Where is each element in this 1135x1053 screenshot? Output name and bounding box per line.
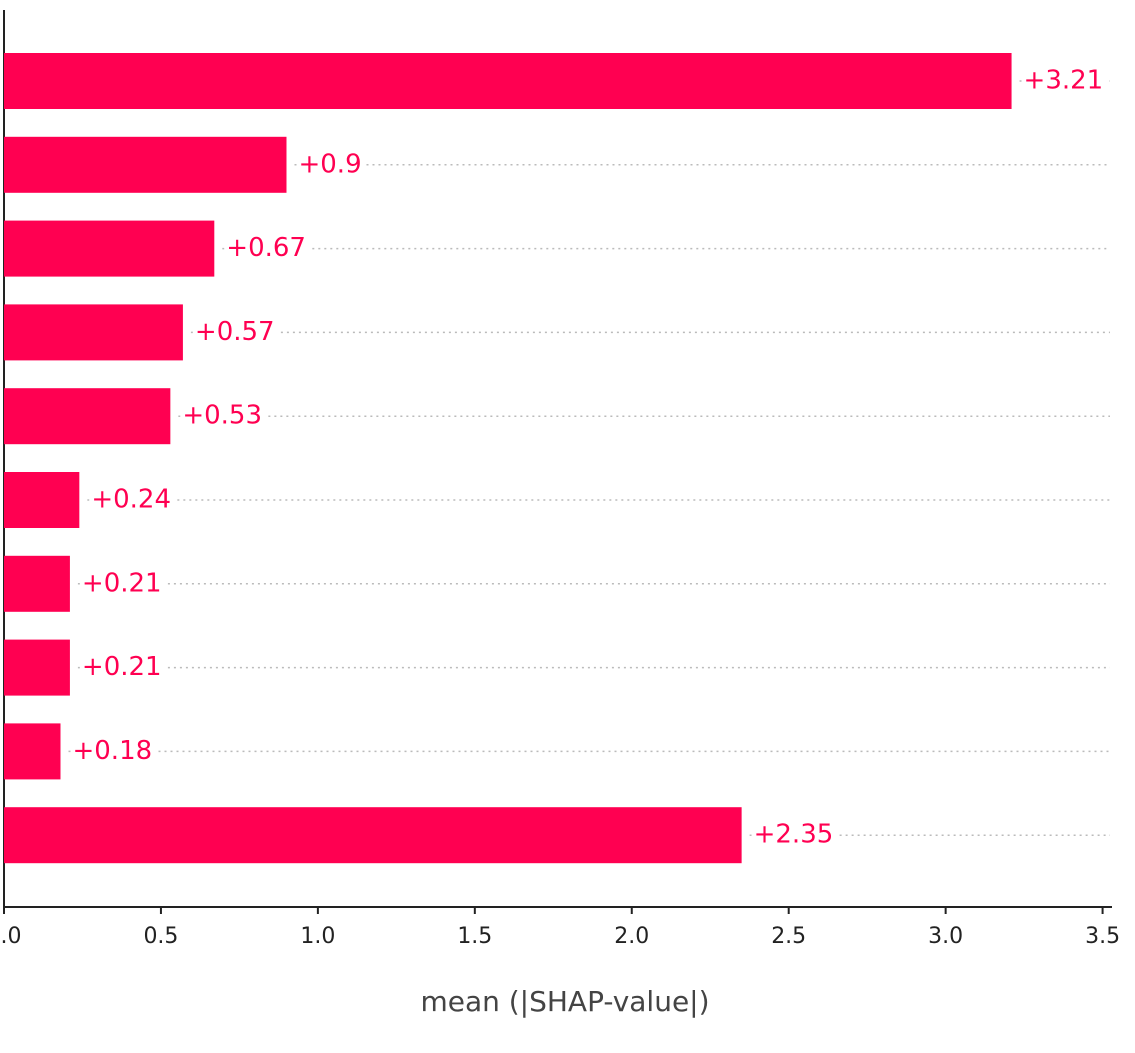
value-label: +3.21 bbox=[1024, 66, 1104, 96]
label-bg bbox=[751, 833, 838, 838]
bar bbox=[4, 555, 70, 612]
label-bg bbox=[180, 414, 267, 419]
bar bbox=[4, 807, 742, 864]
x-tick-label: 3.0 bbox=[928, 924, 963, 949]
value-label: +2.35 bbox=[754, 820, 834, 850]
label-bg bbox=[296, 162, 366, 167]
x-tick-label: 0.5 bbox=[143, 924, 178, 949]
value-label: +0.67 bbox=[226, 233, 306, 263]
label-bg bbox=[79, 581, 166, 586]
label-bg bbox=[70, 749, 157, 754]
x-tick-label: 2.0 bbox=[614, 924, 649, 949]
bar bbox=[4, 53, 1012, 109]
x-tick-label: 3.5 bbox=[1085, 924, 1120, 949]
bar bbox=[4, 723, 61, 780]
label-bg bbox=[89, 498, 176, 502]
label-bg bbox=[1021, 79, 1108, 83]
x-axis-label: mean (|SHAP-value|) bbox=[420, 985, 709, 1018]
label-bg bbox=[192, 330, 279, 335]
value-label: +0.9 bbox=[298, 149, 361, 179]
bar bbox=[4, 388, 171, 445]
bar bbox=[4, 639, 70, 696]
label-bg bbox=[79, 665, 166, 670]
label-bg bbox=[224, 246, 310, 251]
x-tick-label: 1.0 bbox=[300, 924, 335, 949]
x-tick-label: 1.5 bbox=[457, 924, 492, 949]
x-tick-label: 2.5 bbox=[771, 924, 806, 949]
value-label: +0.57 bbox=[195, 317, 275, 347]
bar bbox=[4, 136, 287, 193]
value-label: +0.53 bbox=[182, 401, 262, 431]
x-tick-label: 0.0 bbox=[0, 924, 22, 949]
bar bbox=[4, 472, 80, 528]
value-label: +0.21 bbox=[82, 568, 162, 598]
bar bbox=[4, 220, 215, 277]
bar bbox=[4, 304, 183, 361]
value-label: +0.21 bbox=[82, 652, 162, 682]
value-label: +0.18 bbox=[72, 736, 152, 766]
value-label: +0.24 bbox=[91, 485, 171, 515]
